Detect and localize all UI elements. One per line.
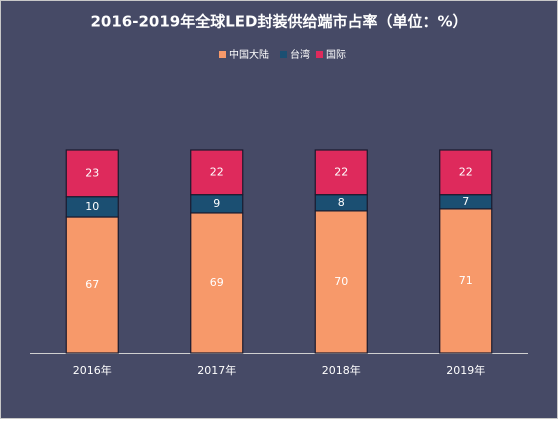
bar-segment (314, 210, 368, 354)
bar-segment (439, 208, 493, 354)
x-tick-label: 2016年 (73, 363, 112, 377)
data-label: 67 (85, 278, 99, 291)
data-label: 70 (334, 275, 348, 288)
data-label: 7 (462, 195, 469, 208)
legend-swatch (280, 51, 287, 58)
chart-title: 2016-2019年全球LED封装供给端市占率（单位：%） (90, 13, 467, 31)
data-label: 23 (85, 166, 99, 179)
bar-segment (65, 216, 119, 354)
bar-segment (314, 149, 368, 196)
x-tick-label: 2017年 (197, 363, 236, 377)
legend-swatch (219, 51, 226, 58)
data-label: 69 (210, 276, 224, 289)
data-label: 10 (85, 200, 99, 213)
bar-segment (190, 149, 244, 196)
legend-label: 台湾 (290, 48, 310, 61)
data-label: 9 (213, 197, 220, 210)
legend-label: 国际 (326, 49, 346, 61)
bar-segment (439, 149, 493, 196)
data-label: 22 (334, 165, 348, 178)
data-label: 71 (459, 274, 473, 287)
x-tick-label: 2019年 (446, 363, 485, 377)
bar-segment (65, 149, 119, 198)
data-label: 22 (210, 165, 224, 178)
data-label: 8 (338, 196, 345, 209)
x-tick-label: 2018年 (322, 363, 361, 377)
bar-segment (190, 212, 244, 354)
data-label: 22 (459, 165, 473, 178)
legend-label: 中国大陆 (229, 48, 269, 61)
legend-swatch (316, 51, 323, 58)
